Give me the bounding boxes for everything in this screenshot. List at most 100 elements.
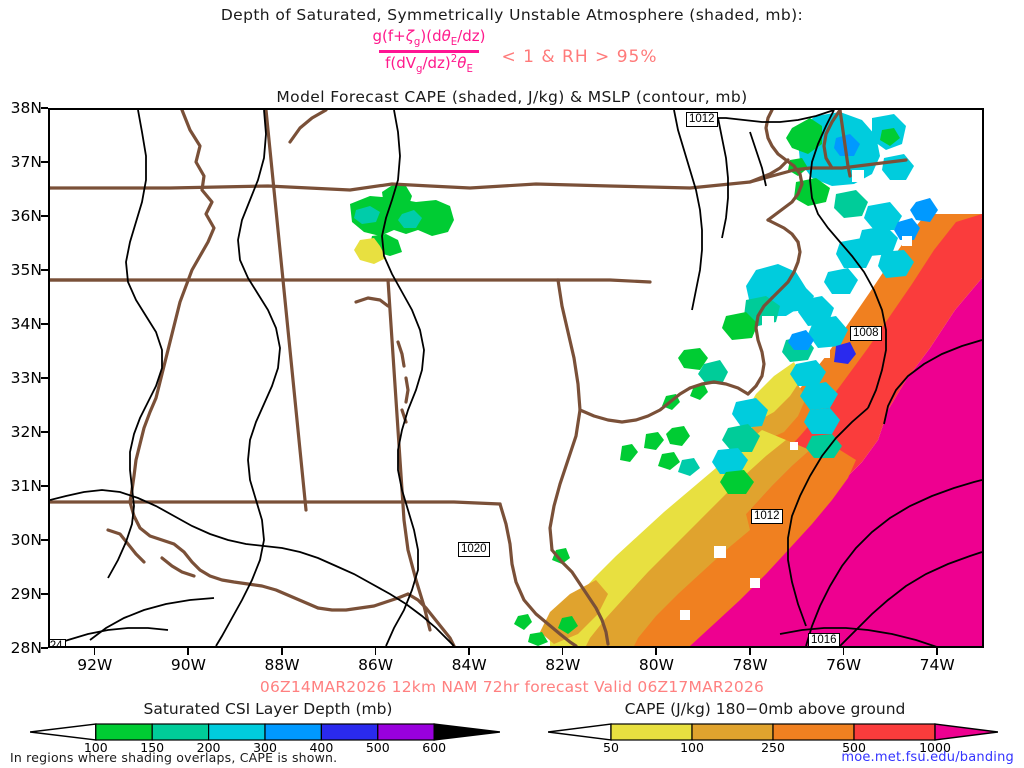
x-axis-label: 74W	[919, 656, 955, 674]
colorbar-tick-label: 200	[196, 740, 221, 755]
x-axis-tick	[281, 648, 283, 655]
state-borders	[50, 110, 908, 646]
y-axis-label: 36N	[10, 207, 42, 225]
y-axis-tick	[41, 539, 48, 541]
x-axis-tick	[842, 648, 845, 655]
contour-label: 1012	[751, 509, 783, 524]
y-axis-label: 35N	[10, 261, 42, 279]
x-axis-label: 90W	[170, 656, 206, 674]
colorbar-left-ticks: 100 150 200 300 400 500 600	[30, 740, 500, 755]
y-axis-tick	[41, 323, 48, 325]
colorbar-left-title: Saturated CSI Layer Depth (mb)	[143, 700, 393, 718]
contour-label: 1008	[850, 326, 882, 341]
contour-label: 1020	[458, 542, 490, 557]
y-axis-label: 33N	[10, 369, 42, 387]
colorbar-segment	[772, 723, 855, 741]
y-axis-label: 30N	[10, 531, 42, 549]
colorbar-csi-depth[interactable]	[29, 721, 501, 743]
y-axis-tick	[41, 647, 48, 649]
page-subtitle: Model Forecast CAPE (shaded, J/kg) & MSL…	[276, 88, 748, 106]
colorbar-cape[interactable]	[547, 721, 999, 743]
colorbar-tick-label: 300	[253, 740, 277, 755]
colorbar-tick-label: 500	[842, 740, 866, 755]
y-axis-tick	[41, 593, 48, 595]
map-plot-area[interactable]: 1012 1008 1012 1016 1020 1024	[48, 108, 984, 648]
colorbar-right-ticks: 50 100 250 500 1000	[548, 740, 998, 755]
x-axis-tick	[93, 648, 96, 655]
cape-zone-1000	[646, 278, 982, 646]
colorbar-segment	[208, 723, 266, 741]
page-title: Depth of Saturated, Symmetrically Unstab…	[220, 6, 804, 24]
csi-chesapeake	[786, 112, 938, 278]
x-axis-tick	[187, 648, 189, 655]
x-axis-label: 80W	[638, 656, 674, 674]
colorbar-segment	[691, 723, 774, 741]
colorbar-cap-low	[547, 723, 612, 741]
source-url-link[interactable]: moe.met.fsu.edu/banding	[841, 750, 1014, 765]
colorbar-segment	[95, 723, 153, 741]
y-axis-tick	[41, 107, 48, 109]
colorbar-segment	[151, 723, 210, 741]
y-axis-tick	[41, 269, 48, 271]
x-axis-tick	[561, 648, 564, 655]
colorbar-tick-label: 600	[422, 740, 447, 755]
x-axis-tick	[374, 648, 377, 655]
colorbar-segment	[853, 723, 936, 741]
x-axis-tick	[749, 648, 751, 655]
x-axis-label: 88W	[264, 656, 300, 674]
y-axis-label: 28N	[10, 639, 42, 657]
colorbar-tick-label: 1000	[919, 740, 951, 755]
formula-block: g(f+ζg)(dθE/dz) f(dVg/dz)2θE < 1 & RH > …	[0, 27, 1024, 76]
cape-patch-fl	[540, 580, 608, 644]
x-axis-tick	[468, 648, 470, 655]
cape-zone-100-b	[750, 378, 806, 440]
x-axis-label: 82W	[545, 656, 581, 674]
y-axis-label: 38N	[10, 99, 42, 117]
colorbar-tick-label: 100	[83, 740, 108, 755]
y-axis-label: 32N	[10, 423, 42, 441]
x-axis-label: 92W	[77, 656, 113, 674]
formula-numerator: g(f+ζg)(dθE/dz)	[372, 27, 486, 48]
forecast-valid-line: 06Z14MAR2026 12km NAM 72hr forecast Vali…	[259, 678, 765, 696]
x-axis-label: 76W	[826, 656, 862, 674]
colorbar-segment	[610, 723, 693, 741]
mslp-contours	[50, 110, 982, 646]
x-axis-label: 78W	[732, 656, 768, 674]
x-axis-label: 84W	[451, 656, 487, 674]
colorbar-tick-label: 100	[680, 740, 704, 755]
colorbar-tick-label: 250	[761, 740, 785, 755]
formula-condition: < 1 & RH > 95%	[501, 46, 658, 67]
y-axis-tick	[41, 431, 48, 433]
colorbar-tick-label: 50	[603, 740, 619, 755]
y-axis-label: 29N	[10, 585, 42, 603]
colorbar-cap-high	[934, 723, 999, 741]
colorbar-tick-label: 400	[309, 740, 334, 755]
y-axis-tick	[41, 485, 48, 487]
x-axis-tick	[655, 648, 657, 655]
colorbar-segment	[377, 723, 435, 741]
colorbar-right-title: CAPE (J/kg) 180−0mb above ground	[624, 700, 906, 718]
colorbar-tick-label: 500	[365, 740, 390, 755]
shading-holes	[680, 170, 912, 620]
formula-denominator: f(dVg/dz)2θE	[379, 49, 479, 76]
csi-tennessee	[350, 184, 454, 264]
csi-nc-coast	[722, 238, 874, 458]
y-axis-tick	[41, 161, 48, 163]
colorbar-segment	[320, 723, 379, 741]
y-axis-tick	[41, 215, 48, 217]
cape-plume-orange	[622, 450, 856, 646]
formula-fraction: g(f+ζg)(dθE/dz) f(dVg/dz)2θE	[366, 27, 491, 76]
contour-label: 1024	[50, 639, 66, 646]
contour-label: 1012	[686, 112, 718, 127]
y-axis-label: 31N	[10, 477, 42, 495]
colorbar-segment	[264, 723, 323, 741]
colorbar-cap-low	[29, 723, 97, 741]
x-axis-tick	[936, 648, 938, 655]
colorbar-cap-high	[433, 723, 501, 741]
overlap-note: In regions where shading overlaps, CAPE …	[10, 750, 338, 765]
y-axis-tick	[41, 377, 48, 379]
colorbar-tick-label: 150	[140, 740, 165, 755]
x-axis-label: 86W	[358, 656, 394, 674]
csi-sc-coast	[678, 348, 768, 494]
